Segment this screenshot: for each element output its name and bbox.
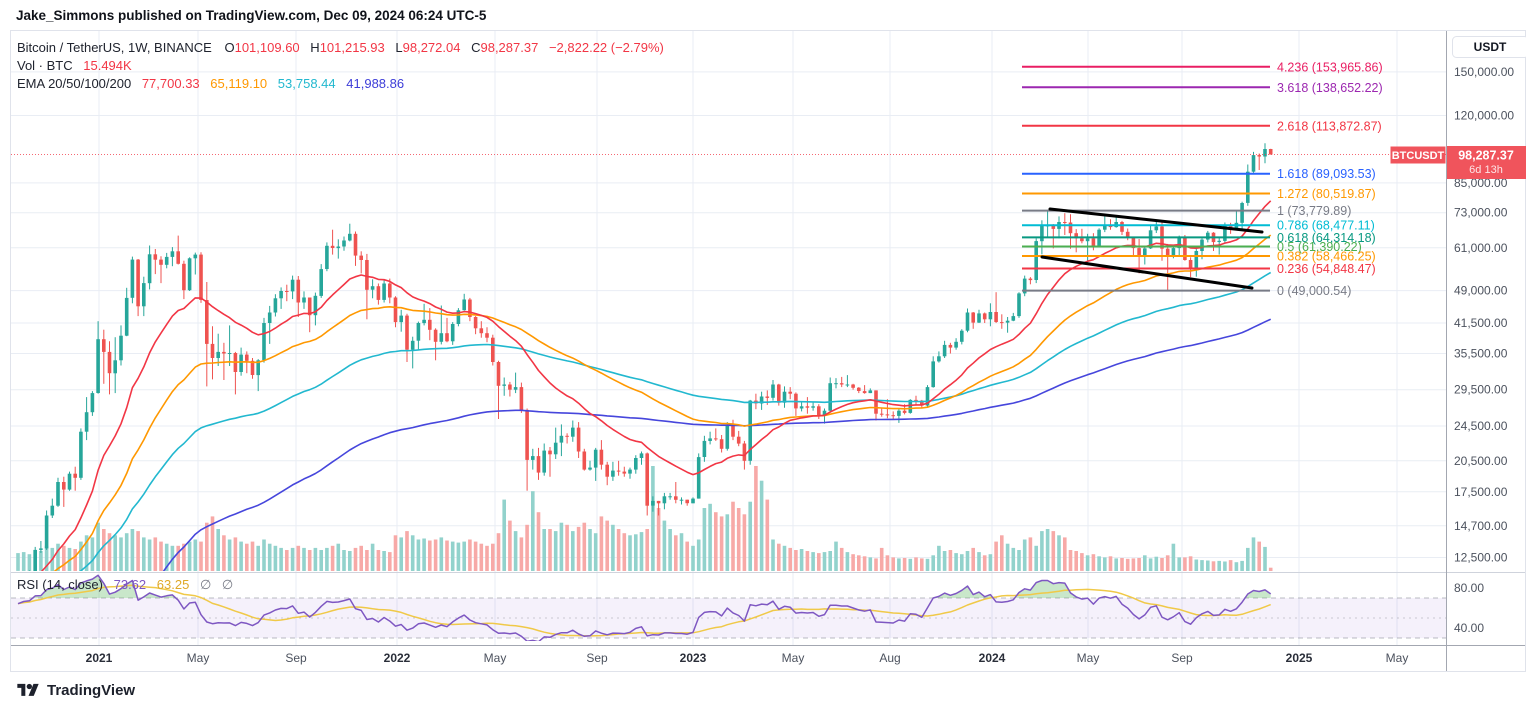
rsi-value: 73.62: [113, 577, 147, 592]
fib-label: 1.272 (80,519.87): [1277, 187, 1376, 201]
svg-text:USDT: USDT: [1474, 40, 1507, 54]
open-label: O: [224, 40, 235, 55]
svg-text:Aug: Aug: [879, 651, 900, 665]
svg-text:35,500.00: 35,500.00: [1454, 347, 1508, 361]
symbol-legend-row: Bitcoin / TetherUS, 1W, BINANCE O101,109…: [17, 39, 671, 57]
svg-text:Sep: Sep: [586, 651, 608, 665]
rsi-pane[interactable]: [11, 574, 1446, 641]
svg-text:2022: 2022: [384, 651, 411, 665]
svg-text:14,700.00: 14,700.00: [1454, 519, 1508, 533]
svg-text:40.00: 40.00: [1454, 621, 1484, 635]
rsi-line: [17, 574, 1272, 641]
svg-text:2023: 2023: [680, 651, 707, 665]
ema20-value: 77,700.33: [141, 76, 200, 91]
low-label: L: [395, 40, 403, 55]
fib-label: 0.236 (54,848.47): [1277, 262, 1376, 276]
svg-text:61,000.00: 61,000.00: [1454, 241, 1508, 255]
svg-text:120,000.00: 120,000.00: [1454, 109, 1514, 123]
svg-text:20,500.00: 20,500.00: [1454, 454, 1508, 468]
fib-label: 4.236 (153,965.86): [1277, 60, 1383, 74]
svg-text:May: May: [1077, 651, 1100, 665]
svg-text:Sep: Sep: [285, 651, 307, 665]
volume-indicator-label[interactable]: Vol · BTC: [17, 58, 73, 73]
open-value: 101,109.60: [234, 40, 300, 55]
svg-text:80.00: 80.00: [1454, 581, 1484, 595]
tradingview-wordmark: TradingView: [47, 682, 136, 699]
chart-canvas[interactable]: 4.236 (153,965.86) 3.618 (138,652.22) 2.61…: [10, 30, 1526, 672]
time-axis[interactable]: 2021 May Sep 2022 May Sep 2023 May Aug 2024 May Sep…: [86, 651, 1409, 665]
symbol-title[interactable]: Bitcoin / TetherUS, 1W, BINANCE: [17, 40, 212, 55]
ema-20-line: [40, 200, 1272, 571]
publish-banner: Jake_Simmons published on TradingView.co…: [16, 8, 487, 23]
rsi-legend: RSI (14, close) 73.62 63.25 ∅ ∅: [17, 577, 240, 593]
currency-button[interactable]: [1452, 36, 1527, 58]
svg-text:73,000.00: 73,000.00: [1454, 206, 1508, 220]
close-label: C: [471, 40, 481, 55]
gridlines: [11, 31, 1446, 645]
svg-text:24,500.00: 24,500.00: [1454, 419, 1508, 433]
volume-bars: [16, 466, 1273, 571]
svg-text:May: May: [1386, 651, 1409, 665]
ema50-value: 65,119.10: [210, 76, 268, 91]
svg-text:Sep: Sep: [1171, 651, 1193, 665]
ema-legend-row: EMA 20/50/100/200 77,700.33 65,119.10 53…: [17, 75, 671, 93]
ema-indicator-label[interactable]: EMA 20/50/100/200: [17, 76, 132, 91]
svg-text:2021: 2021: [86, 651, 113, 665]
chart-legend: Bitcoin / TetherUS, 1W, BINANCE O101,109…: [17, 39, 671, 93]
rsi-indicator-label[interactable]: RSI (14, close): [17, 577, 103, 592]
fib-label: 0.618 (64,314.18): [1277, 231, 1376, 245]
high-value: 101,215.93: [319, 40, 385, 55]
svg-text:17,500.00: 17,500.00: [1454, 485, 1508, 499]
trendline-upper[interactable]: [1048, 207, 1264, 234]
ema-50-line: [53, 234, 1272, 571]
last-price-value: 98,287.37: [1458, 149, 1514, 163]
fib-label: 0.786 (68,477.11): [1277, 219, 1375, 233]
svg-text:2024: 2024: [979, 651, 1006, 665]
rsi-lower-band-value: ∅: [221, 577, 234, 592]
svg-text:May: May: [782, 651, 805, 665]
svg-text:150,000.00: 150,000.00: [1454, 65, 1514, 79]
svg-text:May: May: [187, 651, 210, 665]
widget-border: [10, 30, 1526, 672]
volume-value: 15.494K: [83, 58, 132, 73]
ema100-value: 53,758.44: [277, 76, 336, 91]
trendline-lower[interactable]: [1040, 255, 1254, 290]
close-value: 98,287.37: [480, 40, 539, 55]
price-axis[interactable]: 150,000.00 120,000.00 85,000.00 73,000.00 61…: [1452, 36, 1527, 636]
fib-label: 0.382 (58,466.25): [1277, 250, 1376, 264]
fib-extension-lines[interactable]: 4.236 (153,965.86) 3.618 (138,652.22) 2.61…: [1022, 60, 1383, 298]
ema-200-line: [162, 318, 1272, 571]
svg-text:49,000.00: 49,000.00: [1454, 284, 1508, 298]
svg-text:85,000.00: 85,000.00: [1454, 176, 1508, 190]
bar-countdown: 6d 13h: [1469, 164, 1503, 176]
chart-widget: 4.236 (153,965.86) 3.618 (138,652.22) 2.61…: [10, 30, 1526, 672]
high-label: H: [310, 40, 320, 55]
change-value: −2,822.22 (−2.79%): [548, 40, 664, 55]
tradingview-logo-icon: [17, 683, 39, 696]
ema-100-line: [79, 271, 1272, 571]
svg-text:41,500.00: 41,500.00: [1454, 316, 1508, 330]
fib-label: 1.618 (89,093.53): [1277, 167, 1376, 181]
svg-text:May: May: [484, 651, 507, 665]
ema200-value: 41,988.86: [346, 76, 405, 91]
svg-text:BTCUSDT: BTCUSDT: [1392, 150, 1445, 162]
low-value: 98,272.04: [402, 40, 461, 55]
fib-label: 3.618 (138,652.22): [1277, 81, 1383, 95]
fib-label: 2.618 (113,872.87): [1277, 119, 1382, 133]
rsi-ma-value: 63.25: [156, 577, 190, 592]
fib-label: 1 (73,779.89): [1277, 204, 1351, 218]
tradingview-watermark[interactable]: TradingView: [16, 681, 135, 700]
rsi-upper-band-value: ∅: [199, 577, 212, 592]
volume-legend-row: Vol · BTC 15.494K: [17, 57, 671, 75]
svg-text:12,500.00: 12,500.00: [1454, 551, 1508, 565]
fib-label: 0.5 (61,390.22): [1277, 240, 1362, 254]
fib-label: 0 (49,000.54): [1277, 284, 1351, 298]
svg-text:29,500.00: 29,500.00: [1454, 383, 1508, 397]
svg-text:2025: 2025: [1286, 651, 1313, 665]
